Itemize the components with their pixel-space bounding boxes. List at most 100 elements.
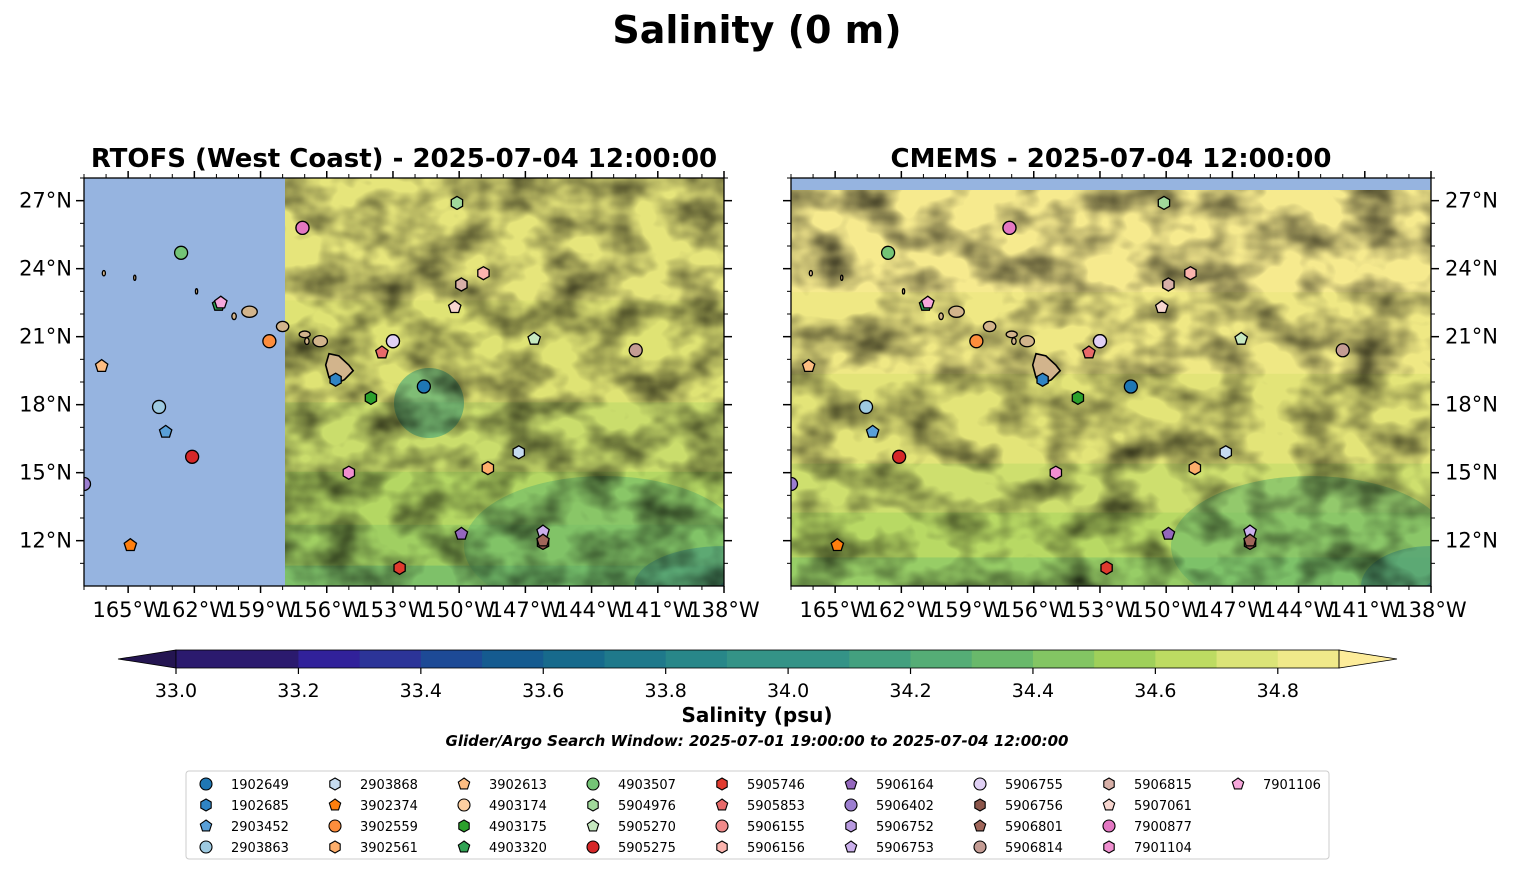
panel-title-rtofs: RTOFS (West Coast) - 2025-07-04 12:00:00 [91, 144, 717, 174]
lon-tick-label: 165°W [799, 598, 871, 622]
legend-marker [199, 777, 213, 791]
legend-item-5906752: 5906752 [845, 819, 934, 835]
colorbar-segment [726, 650, 789, 668]
colorbar-segment [788, 650, 850, 668]
legend-label: 2903863 [231, 841, 289, 856]
legend-label: 4903507 [618, 778, 676, 793]
float-marker-2903452 [865, 424, 880, 438]
float-marker-3902374 [123, 537, 138, 552]
float-marker-5906814 [1335, 343, 1350, 358]
legend-item-7901104: 7901104 [1103, 840, 1192, 856]
land-polygon [840, 274, 844, 282]
land-polygon [901, 288, 906, 295]
legend-label: 1902685 [231, 799, 289, 814]
colorbar-segment [543, 650, 606, 668]
land-polygon [1019, 334, 1036, 348]
legend-label: 5906755 [1005, 778, 1063, 793]
legend-label: 5907061 [1134, 799, 1192, 814]
float-marker-5904976 [1157, 195, 1171, 211]
legend-item-3902559: 3902559 [328, 819, 418, 835]
legend: 1902649 1902685 2903452 2903863 2903868 39023… [199, 777, 1321, 856]
legend-label: 2903452 [231, 820, 289, 835]
lon-tick-label: 141°W [1329, 598, 1401, 622]
colorbar-tick-label: 34.0 [767, 680, 809, 702]
float-marker-2903868 [1219, 445, 1233, 460]
colorbar-tick-label: 33.0 [155, 680, 197, 702]
legend-marker [329, 777, 341, 791]
legend-item-5906815: 5906815 [1103, 777, 1192, 793]
float-marker-5905270 [1234, 331, 1249, 345]
colorbar-tick-label: 34.6 [1134, 680, 1176, 702]
colorbar-segment [359, 650, 422, 668]
float-marker-3902613 [801, 358, 816, 373]
legend-label: 5905275 [618, 841, 676, 856]
float-marker-1902685 [1036, 372, 1049, 387]
legend-label: 5906815 [1134, 778, 1192, 793]
float-marker-3902613 [94, 358, 109, 373]
legend-item-5906753: 5906753 [844, 840, 934, 856]
colorbar-tick-label: 34.8 [1257, 680, 1299, 702]
legend-marker [716, 840, 728, 854]
land-polygon [298, 330, 311, 339]
colorbar-segment [604, 650, 667, 668]
float-marker-7901106 [213, 295, 228, 309]
lon-tick-label: 138°W [1395, 598, 1467, 622]
float-marker-7901104 [342, 465, 356, 480]
land-polygon [938, 312, 944, 321]
colorbar-tick-label: 34.4 [1012, 680, 1054, 702]
legend-marker [328, 819, 342, 833]
figure-title: Salinity (0 m) [612, 8, 901, 52]
lon-tick-label: 153°W [1064, 598, 1136, 622]
lat-tick-label: 21°N [19, 325, 72, 349]
colorbar-segment [482, 650, 544, 668]
legend-marker [586, 840, 600, 854]
legend-item-5905270: 5905270 [586, 819, 676, 835]
lon-tick-label: 162°W [159, 598, 231, 622]
float-marker-5904976 [450, 195, 464, 211]
float-marker-5907061 [1154, 299, 1169, 314]
legend-marker [328, 798, 342, 811]
float-marker-5907061 [447, 299, 462, 314]
lon-tick-label: 144°W [1263, 598, 1335, 622]
colorbar-segment [910, 650, 973, 668]
legend-label: 5905746 [747, 778, 805, 793]
legend-marker [1231, 777, 1245, 790]
colorbar-segment [665, 650, 728, 668]
legend-label: 5906402 [876, 799, 934, 814]
legend-item-3902374: 3902374 [328, 798, 418, 814]
colorbar-segment [176, 650, 238, 668]
colorbar-tick-label: 33.8 [645, 680, 687, 702]
legend-item-5905275: 5905275 [586, 840, 676, 856]
colorbar-segment [1277, 650, 1340, 668]
land-polygon [304, 337, 310, 346]
float-marker-5905275 [184, 449, 200, 464]
legend-label: 3902374 [360, 799, 418, 814]
legend-label: 7901106 [1263, 778, 1321, 793]
lon-tick-label: 159°W [932, 598, 1004, 622]
colorbar-segment [849, 650, 912, 668]
legend-label: 5906756 [1005, 799, 1063, 814]
float-marker-7901104 [1049, 465, 1063, 480]
legend-marker [973, 777, 987, 791]
legend-label: 5906156 [747, 841, 805, 856]
legend-label: 2903868 [360, 778, 418, 793]
legend-marker [974, 798, 986, 812]
legend-label: 5905270 [618, 820, 676, 835]
legend-item-5905853: 5905853 [715, 798, 805, 814]
float-marker-5906164 [1161, 526, 1176, 540]
legend-label: 5906752 [876, 820, 934, 835]
legend-label: 5905853 [747, 799, 805, 814]
legend-item-5906814: 5906814 [973, 840, 1063, 856]
land-polygon [808, 269, 814, 277]
lat-tick-label: 27°N [1445, 189, 1498, 213]
legend-item-2903863: 2903863 [199, 840, 289, 856]
float-marker-2903863 [858, 399, 874, 415]
float-marker-4903507 [880, 245, 896, 260]
float-marker-5906755 [385, 334, 401, 349]
float-marker-2903863 [151, 399, 167, 415]
float-marker-5906801 [536, 533, 550, 547]
legend-item-5904976: 5904976 [587, 798, 676, 814]
legend-item-5907061: 5907061 [1102, 798, 1192, 814]
legend-marker [457, 840, 471, 853]
legend-marker [1103, 840, 1115, 854]
